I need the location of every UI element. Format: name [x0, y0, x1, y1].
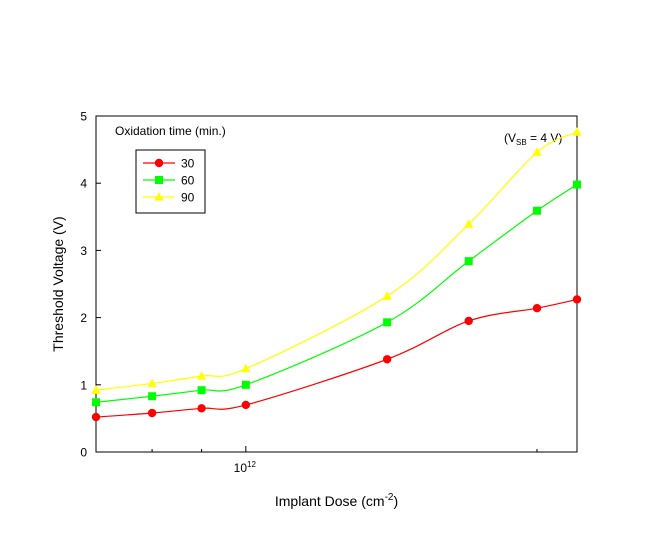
legend-item-30: 30 — [143, 157, 195, 171]
legend-label-30: 30 — [181, 157, 195, 171]
data-point-30 — [197, 404, 206, 413]
legend-label-60: 60 — [181, 174, 195, 188]
annotation-suffix: = 4 V) — [527, 131, 563, 145]
series-line-30 — [95, 298, 578, 418]
legend-marker-90 — [154, 192, 164, 201]
data-point-60 — [241, 380, 250, 389]
data-point-30 — [382, 355, 392, 364]
data-point-60 — [532, 206, 541, 215]
y-tick-label: 2 — [80, 311, 87, 325]
data-point-90 — [241, 363, 251, 373]
annotation-prefix: (V — [504, 131, 516, 145]
legend-item-90: 90 — [143, 191, 195, 205]
x-axis-label-sup: -2 — [385, 492, 394, 503]
data-point-30 — [464, 316, 473, 326]
data-point-90 — [572, 127, 582, 136]
legend: Oxidation time (min.) 30 60 90 — [115, 124, 226, 214]
legend-marker-60 — [155, 176, 163, 184]
x-tick-exp: 12 — [247, 460, 256, 469]
data-point-60 — [92, 398, 100, 407]
data-point-30 — [241, 400, 251, 410]
legend-marker-30 — [154, 158, 164, 168]
data-point-30 — [147, 408, 157, 418]
data-point-30 — [91, 412, 101, 422]
y-tick-label: 5 — [80, 110, 87, 124]
annotation-sub: SB — [516, 138, 527, 147]
x-tick-base: 10 — [234, 461, 248, 475]
x-axis-label: Implant Dose (cm-2) — [275, 492, 398, 509]
y-tick-label: 4 — [80, 177, 87, 191]
legend-title: Oxidation time (min.) — [115, 124, 226, 138]
series-line-90 — [95, 131, 578, 391]
data-point-90 — [196, 371, 207, 380]
data-point-90 — [91, 385, 101, 394]
data-point-90 — [147, 378, 157, 388]
y-tick-label: 0 — [80, 446, 87, 460]
condition-annotation: (VSB = 4 V) — [504, 131, 562, 147]
x-tick-label: 1012 — [234, 460, 257, 475]
data-point-30 — [532, 303, 542, 313]
plot-frame — [95, 115, 578, 453]
y-tick-label: 1 — [80, 378, 87, 392]
legend-label-90: 90 — [181, 191, 195, 205]
y-axis-label: Threshold Voltage (V) — [50, 216, 66, 351]
data-point-60 — [383, 318, 392, 327]
data-point-60 — [464, 257, 473, 266]
data-point-30 — [572, 295, 582, 304]
data-point-90 — [382, 291, 392, 300]
legend-box — [135, 149, 206, 214]
data-point-90 — [464, 219, 474, 228]
x-axis-label-close: ) — [393, 493, 398, 509]
series-line-60 — [95, 184, 578, 403]
y-tick-label: 3 — [80, 244, 87, 258]
legend-item-60: 60 — [143, 174, 195, 188]
series-90 — [91, 127, 582, 394]
x-axis-label-text: Implant Dose (cm — [275, 493, 385, 509]
data-point-60 — [148, 392, 157, 401]
series-60 — [92, 180, 581, 407]
series-30 — [91, 295, 582, 422]
data-point-60 — [197, 386, 206, 395]
data-point-90 — [532, 147, 542, 156]
data-point-60 — [573, 180, 581, 189]
series-layer — [91, 127, 582, 422]
